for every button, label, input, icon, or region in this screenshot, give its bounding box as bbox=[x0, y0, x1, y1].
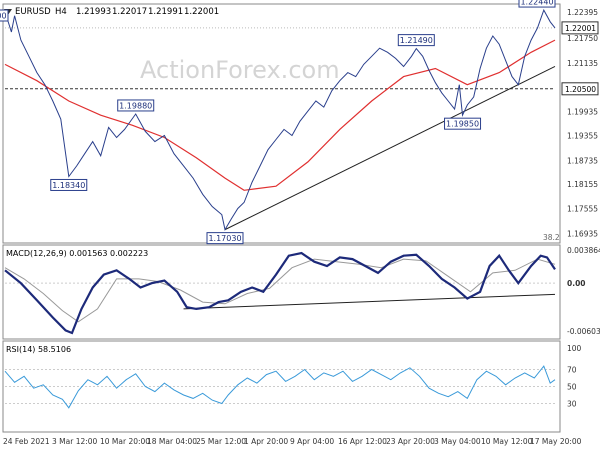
chart-timeframe: H4 bbox=[55, 7, 67, 17]
annotation-label-4: 1.21490 bbox=[400, 36, 433, 45]
x-tick-label-2: 10 Mar 20:00 bbox=[100, 437, 150, 446]
chart-symbol: EURUSD bbox=[15, 7, 51, 17]
x-tick-label-5: 1 Apr 20:00 bbox=[244, 437, 288, 446]
annotation-box-0 bbox=[0, 9, 9, 22]
annotation-label-1: 1.18340 bbox=[52, 181, 85, 190]
price-tick-label-1: 1.21750 bbox=[567, 34, 598, 43]
annotation-label-6: 1.22440 bbox=[520, 0, 553, 7]
rsi-label: RSI(14) 58.5106 bbox=[6, 345, 71, 354]
x-tick-label-9: 3 May 04:00 bbox=[434, 437, 481, 446]
annotation-box-6 bbox=[518, 0, 556, 8]
rsi-line bbox=[4, 365, 556, 409]
current-price-tag bbox=[561, 21, 599, 35]
macd-tick-label-2: -0.006038 bbox=[567, 327, 600, 336]
price-plot: 1.22400 1.18340 1.19880 1.17030 1.21490 1.198… bbox=[0, 0, 556, 245]
annotation-box-1 bbox=[50, 178, 88, 191]
annotation-box-2 bbox=[117, 99, 155, 112]
annotation-label-5: 1.19850 bbox=[446, 120, 479, 129]
support-label: 1.20500 bbox=[565, 85, 596, 94]
support-tag bbox=[561, 82, 599, 96]
watermark: ActionForex.com bbox=[140, 56, 340, 84]
macd-signal-line bbox=[4, 258, 556, 323]
x-tick-label-7: 16 Apr 12:00 bbox=[338, 437, 387, 446]
annotation-box-3 bbox=[206, 232, 244, 245]
price-trendline-0 bbox=[224, 66, 556, 231]
rsi-tick-label-2: 50 bbox=[567, 383, 577, 392]
price-tick-label-6: 1.18735 bbox=[567, 156, 598, 165]
macd-panel bbox=[2, 244, 561, 340]
macd-label: MACD(12,26,9) 0.001563 0.002223 bbox=[6, 249, 148, 258]
annotation-box-5 bbox=[444, 117, 482, 130]
moving-average-line bbox=[4, 39, 556, 191]
x-tick-label-10: 10 May 12:00 bbox=[481, 437, 533, 446]
macd-line bbox=[4, 251, 556, 335]
current-price-label: 1.22001 bbox=[565, 24, 596, 33]
macd-plot bbox=[4, 251, 556, 335]
macd-tick-label-1: 0.00 bbox=[567, 279, 586, 288]
price-tick-label-9: 1.16935 bbox=[567, 229, 598, 238]
x-tick-label-4: 25 Mar 12:00 bbox=[196, 437, 246, 446]
x-tick-label-8: 23 Apr 20:00 bbox=[386, 437, 435, 446]
rsi-tick-label-3: 30 bbox=[567, 400, 577, 409]
x-tick-label-3: 18 Mar 04:00 bbox=[147, 437, 197, 446]
macd-trendline bbox=[183, 293, 556, 310]
price-tick-label-2: 1.21135 bbox=[567, 59, 598, 68]
price-line bbox=[4, 8, 556, 231]
price-tick-label-0: 1.22395 bbox=[567, 8, 598, 17]
annotation-label-0: 1.22400 bbox=[0, 12, 7, 21]
price-tick-label-4: 1.19935 bbox=[567, 108, 598, 117]
x-tick-label-1: 3 Mar 12:00 bbox=[52, 437, 98, 446]
price-tick-label-8: 1.17555 bbox=[567, 204, 598, 213]
header-low: 1.21991 bbox=[148, 7, 183, 17]
axis-labels: 1.223951.217501.211351.205151.199351.193… bbox=[3, 8, 600, 446]
price-tick-label-5: 1.19355 bbox=[567, 131, 598, 140]
header-close: 1.22001 bbox=[184, 7, 219, 17]
rsi-tick-label-1: 70 bbox=[567, 366, 577, 375]
header-high: 1.22017 bbox=[112, 7, 147, 17]
rsi-tick-label-0: 100 bbox=[567, 344, 582, 353]
macd-tick-label-0: 0.003864 bbox=[567, 246, 600, 255]
x-tick-label-0: 24 Feb 2021 bbox=[3, 437, 50, 446]
annotation-label-3: 1.17030 bbox=[208, 234, 241, 243]
price-tick-label-7: 1.18155 bbox=[567, 180, 598, 189]
header-open: 1.21993 bbox=[76, 7, 111, 17]
x-tick-label-11: 17 May 20:00 bbox=[530, 437, 582, 446]
annotation-label-2: 1.19880 bbox=[119, 101, 152, 110]
rsi-plot bbox=[4, 365, 556, 409]
fib-label: 38.2 bbox=[543, 233, 560, 242]
annotation-box-4 bbox=[397, 34, 435, 47]
x-tick-label-6: 9 Apr 04:00 bbox=[290, 437, 334, 446]
